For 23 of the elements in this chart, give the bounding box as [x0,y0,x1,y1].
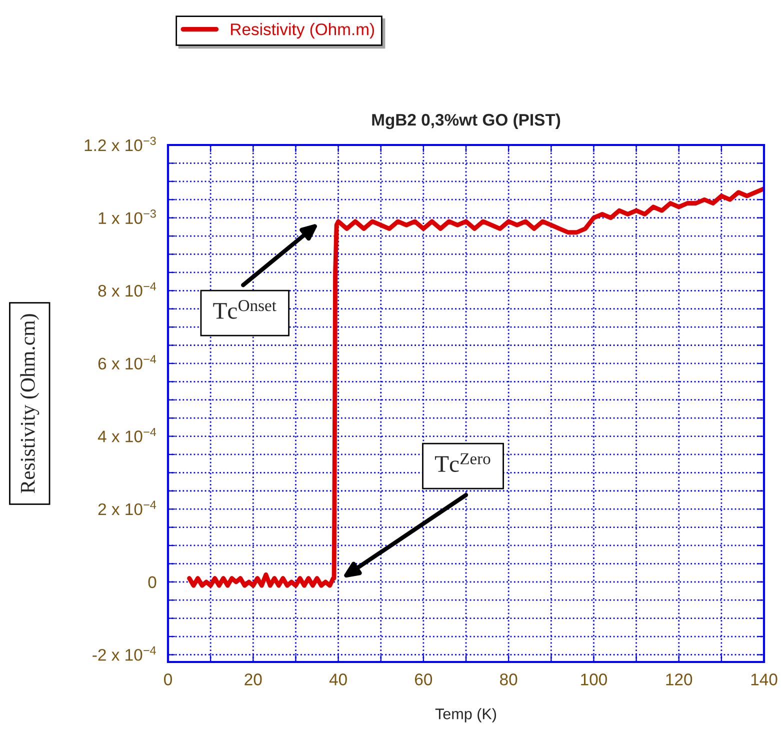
y-tick-label: 1 x 10$^{−3}$ [98,210,156,224]
y-tick-label: -2 x 10$^{−4}$ [92,646,156,661]
y-axis-title: Resistivity (Ohm.cm) [20,314,40,494]
x-tick-label: 100 [581,674,607,686]
x-tick-label: 140 [751,674,778,686]
y-tick-label: 1.2 x 10$^{−3}$ [84,136,156,152]
x-tick-label: 0 [164,674,172,686]
x-tick-label: 20 [244,674,262,686]
line-series [187,186,764,588]
annotation: Tc$^{Onset}$ [213,300,276,319]
legend-label: Resistivity (Ohm.m) [231,23,374,39]
x-axis-title: Temp (K) [435,708,496,722]
x-tick-label: 40 [329,674,347,686]
chart-title: MgB2 0,3%wt GO (PIST) [372,113,560,130]
y-tick-label: 0 [148,576,156,588]
y-tick-label: 2 x 10$^{−4}$ [98,500,156,516]
y-tick-label: 6 x 10$^{−4}$ [98,355,156,370]
x-tick-label: 120 [666,674,692,686]
x-tick-label: 60 [415,674,432,686]
y-tick-label: 4 x 10$^{−4}$ [98,428,156,442]
y-tick-label: 8 x 10$^{−4}$ [98,282,156,297]
x-tick-label: 80 [500,674,518,686]
annotation: Tc$^{Zero}$ [434,453,490,472]
